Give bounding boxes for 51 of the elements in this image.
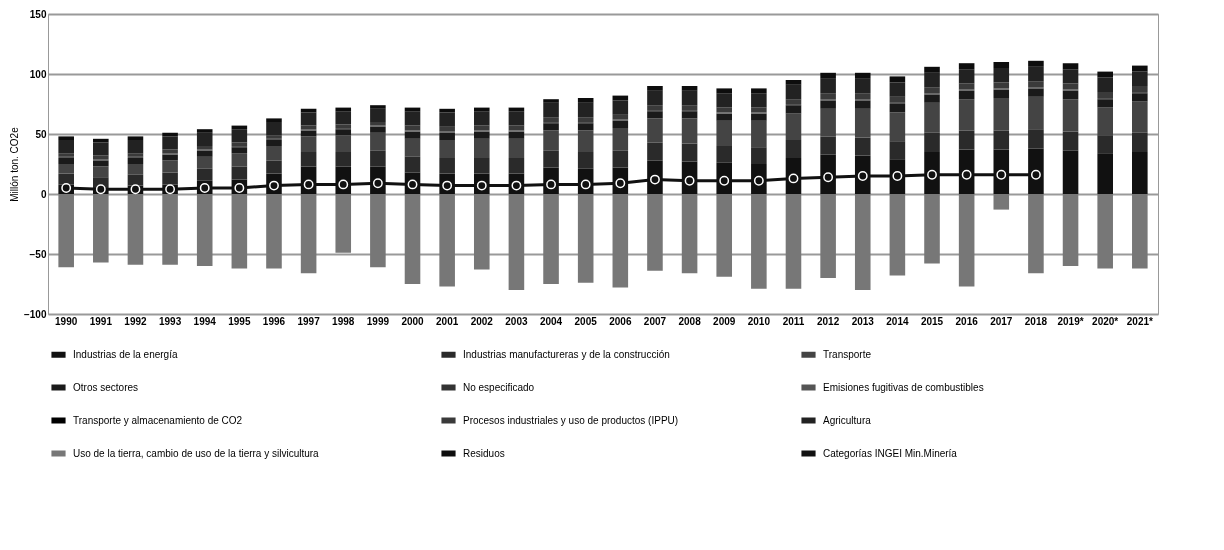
x-tick-label: 2002 <box>470 315 494 327</box>
x-tick-label: 1999 <box>366 315 390 327</box>
x-tick-label: 2013 <box>851 315 875 327</box>
x-tick-label: 1996 <box>262 315 286 327</box>
y-tick-label: 0 <box>40 188 47 200</box>
x-tick-label: 2004 <box>539 315 563 327</box>
y-axis-title: Millón ton. CO2e <box>8 126 20 202</box>
x-tick-label: 1991 <box>89 315 113 327</box>
x-tick-label: 2014 <box>886 315 909 327</box>
x-tick-label: 2000 <box>401 315 425 327</box>
x-tick-label: 1993 <box>158 315 182 327</box>
x-tick-label: 2011 <box>782 315 805 327</box>
legend-label: No especificado <box>463 381 535 393</box>
legend-label: Emisiones fugitivas de combustibles <box>823 381 984 393</box>
x-tick-label: 1998 <box>332 315 355 327</box>
x-tick-label: 2018 <box>1024 315 1048 327</box>
x-tick-label: 2005 <box>574 315 598 327</box>
x-tick-label: 2016 <box>955 315 979 327</box>
x-tick-label: 2020* <box>1092 315 1119 327</box>
x-tick-label: 2019* <box>1057 315 1084 327</box>
y-tick-label: 100 <box>29 68 47 80</box>
x-tick-label: 2006 <box>609 315 632 327</box>
x-tick-label: 1990 <box>55 315 78 327</box>
x-tick-label: 2003 <box>505 315 528 327</box>
x-tick-label: 1995 <box>228 315 251 327</box>
y-tick-label: 50 <box>35 128 47 140</box>
legend-label: Agricultura <box>823 414 872 426</box>
legend-label: Procesos industriales y uso de productos (IPPU) <box>463 414 679 426</box>
legend-label: Transporte y almacenamiento de CO2 <box>73 414 243 426</box>
legend-label: Transporte <box>823 348 872 360</box>
y-tick-label: −100 <box>23 308 47 320</box>
legend-label: Industrias manufactureras y de la construcción <box>463 348 670 360</box>
x-tick-label: 2008 <box>678 315 702 327</box>
y-tick-label: −50 <box>29 248 47 260</box>
x-tick-label: 2015 <box>920 315 944 327</box>
x-tick-label: 1997 <box>297 315 321 327</box>
legend-label: Industrias de la energía <box>73 348 178 360</box>
legend-label: Uso de la tierra, cambio de uso de la tierra y silvicultura <box>73 447 320 459</box>
x-tick-label: 1992 <box>124 315 148 327</box>
legend-label: Categorías INGEI Min.Minería <box>823 447 958 459</box>
x-tick-label: 2007 <box>643 315 667 327</box>
legend-label: Otros sectores <box>73 381 139 393</box>
x-tick-label: 1994 <box>193 315 217 327</box>
x-tick-label: 2021* <box>1126 315 1153 327</box>
legend-label: Residuos <box>463 447 505 459</box>
x-tick-label: 2001 <box>436 315 459 327</box>
x-tick-label: 2010 <box>747 315 771 327</box>
x-tick-label: 2017 <box>990 315 1013 327</box>
y-tick-label: 150 <box>29 8 47 20</box>
x-tick-label: 2009 <box>713 315 736 327</box>
x-tick-label: 2012 <box>816 315 840 327</box>
